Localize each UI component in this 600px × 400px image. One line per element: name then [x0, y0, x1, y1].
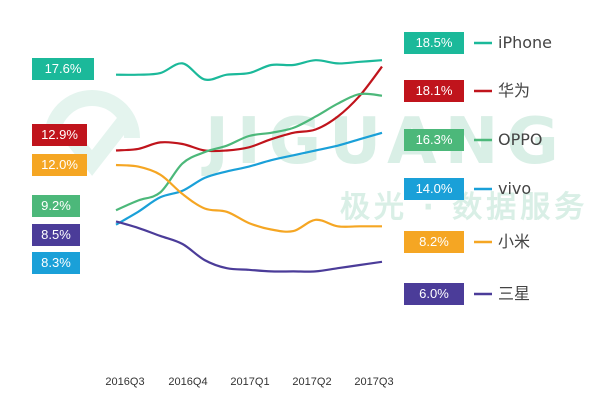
series-line — [115, 92, 383, 212]
x-tick-label: 2017Q1 — [230, 376, 270, 388]
legend-label: iPhone — [498, 33, 553, 52]
legend-label: 三星 — [498, 284, 531, 303]
legend-label: 华为 — [498, 81, 531, 100]
x-tick-label: 2016Q3 — [105, 376, 145, 388]
start-value-badge: 17.6% — [32, 58, 94, 80]
start-value-badge: 8.5% — [32, 224, 80, 246]
series-line — [115, 131, 383, 226]
start-value-badge: 12.9% — [32, 124, 87, 146]
end-value-badge: 6.0% — [404, 283, 464, 305]
end-value-badge: 16.3% — [404, 129, 464, 151]
start-value-badge: 9.2% — [32, 195, 80, 217]
x-tick-label: 2017Q2 — [292, 376, 332, 388]
end-value-badge: 18.5% — [404, 32, 464, 54]
series-line — [115, 65, 383, 153]
x-tick-label: 2017Q3 — [354, 376, 394, 388]
series-line — [115, 220, 383, 273]
series-line — [115, 163, 382, 233]
end-value-badge: 8.2% — [404, 231, 464, 253]
legend-label: OPPO — [498, 130, 543, 149]
legend-label: 小米 — [498, 232, 531, 251]
start-value-badge: 8.3% — [32, 252, 80, 274]
end-value-badge: 14.0% — [404, 178, 464, 200]
start-value-badge: 12.0% — [32, 154, 87, 176]
series-line — [115, 59, 383, 81]
end-value-badge: 18.1% — [404, 80, 464, 102]
legend-label: vivo — [498, 179, 532, 198]
x-tick-label: 2016Q4 — [168, 376, 208, 388]
